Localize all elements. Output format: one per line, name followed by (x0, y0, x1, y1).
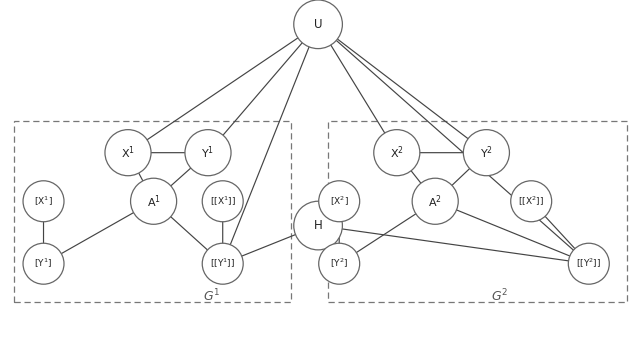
Text: [X$^2$]: [X$^2$] (330, 195, 349, 208)
Ellipse shape (511, 181, 552, 222)
Ellipse shape (23, 181, 64, 222)
Text: A$^2$: A$^2$ (428, 193, 442, 210)
Text: A$^1$: A$^1$ (147, 193, 161, 210)
Ellipse shape (105, 130, 151, 176)
Text: $G^1$: $G^1$ (203, 287, 220, 304)
Text: Y$^2$: Y$^2$ (480, 144, 493, 161)
Text: [Y$^1$]: [Y$^1$] (35, 257, 52, 270)
Ellipse shape (294, 0, 342, 49)
Ellipse shape (23, 243, 64, 284)
Text: H: H (314, 219, 323, 232)
Text: [Y$^2$]: [Y$^2$] (330, 257, 348, 270)
Ellipse shape (319, 243, 360, 284)
Text: [[Y$^2$]]: [[Y$^2$]] (576, 257, 602, 270)
Bar (328, 121, 627, 302)
Text: [[X$^1$]]: [[X$^1$]] (210, 195, 236, 208)
Text: U: U (314, 18, 323, 31)
Ellipse shape (463, 130, 509, 176)
Ellipse shape (568, 243, 609, 284)
Ellipse shape (294, 201, 342, 250)
Text: [[X$^2$]]: [[X$^2$]] (518, 195, 544, 208)
Bar (14, 121, 291, 302)
Ellipse shape (131, 178, 177, 224)
Text: Y$^1$: Y$^1$ (202, 144, 214, 161)
Text: X$^1$: X$^1$ (121, 144, 135, 161)
Ellipse shape (202, 181, 243, 222)
Text: [X$^1$]: [X$^1$] (34, 195, 53, 208)
Ellipse shape (202, 243, 243, 284)
Text: X$^2$: X$^2$ (390, 144, 404, 161)
Ellipse shape (412, 178, 458, 224)
Text: [[Y$^1$]]: [[Y$^1$]] (210, 257, 236, 270)
Ellipse shape (185, 130, 231, 176)
Text: $G^2$: $G^2$ (491, 287, 508, 304)
Ellipse shape (319, 181, 360, 222)
Ellipse shape (374, 130, 420, 176)
